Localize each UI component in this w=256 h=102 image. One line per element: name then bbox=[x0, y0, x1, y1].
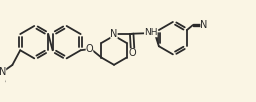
Text: N: N bbox=[110, 29, 118, 39]
Text: O: O bbox=[129, 48, 136, 58]
Text: N: N bbox=[0, 67, 6, 77]
Text: O: O bbox=[86, 44, 93, 54]
Text: NH: NH bbox=[144, 28, 157, 37]
Text: N: N bbox=[200, 20, 208, 30]
